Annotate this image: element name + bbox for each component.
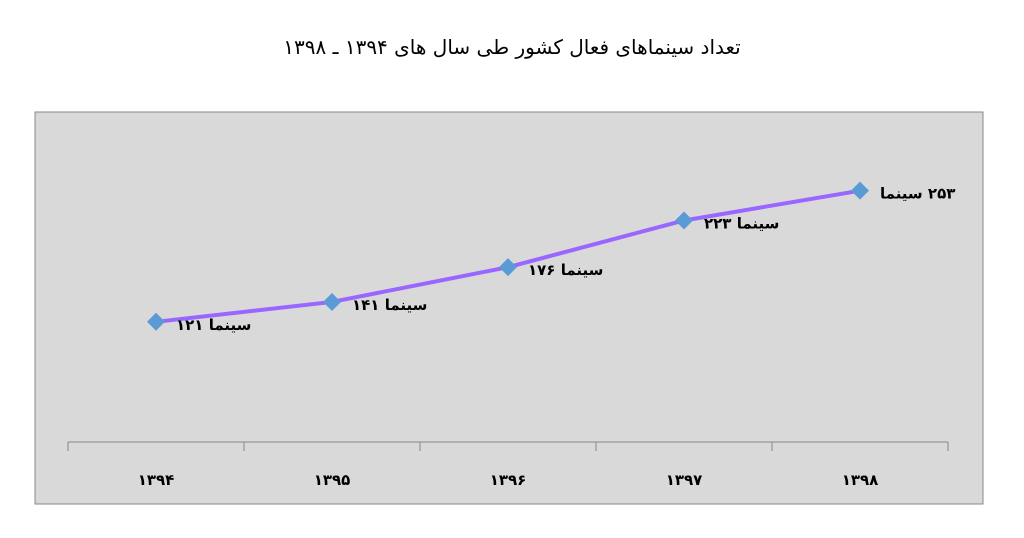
x-tick-label: ۱۳۹۸ bbox=[842, 471, 879, 489]
value-label: سینما ۱۷۶ bbox=[528, 261, 603, 279]
marker bbox=[851, 181, 869, 200]
x-tick-label: ۱۳۹۶ bbox=[490, 471, 527, 489]
chart-title: تعداد سینماهای فعال کشور طی سال های ۱۳۹۴… bbox=[283, 35, 740, 59]
marker bbox=[323, 292, 341, 311]
value-label: سینما ۱۲۱ bbox=[176, 316, 251, 334]
x-tick-label: ۱۳۹۴ bbox=[138, 471, 175, 489]
x-tick-label: ۱۳۹۵ bbox=[314, 471, 351, 489]
value-label: سینما ۲۲۳ bbox=[704, 214, 779, 232]
value-label: سینما ۱۴۱ bbox=[352, 296, 427, 314]
marker bbox=[147, 312, 165, 331]
marker bbox=[675, 211, 693, 230]
plot-area bbox=[34, 111, 984, 505]
x-tick-label: ۱۳۹۷ bbox=[666, 471, 703, 489]
marker bbox=[499, 258, 517, 277]
value-label: ۲۵۳ سینما bbox=[880, 185, 955, 203]
